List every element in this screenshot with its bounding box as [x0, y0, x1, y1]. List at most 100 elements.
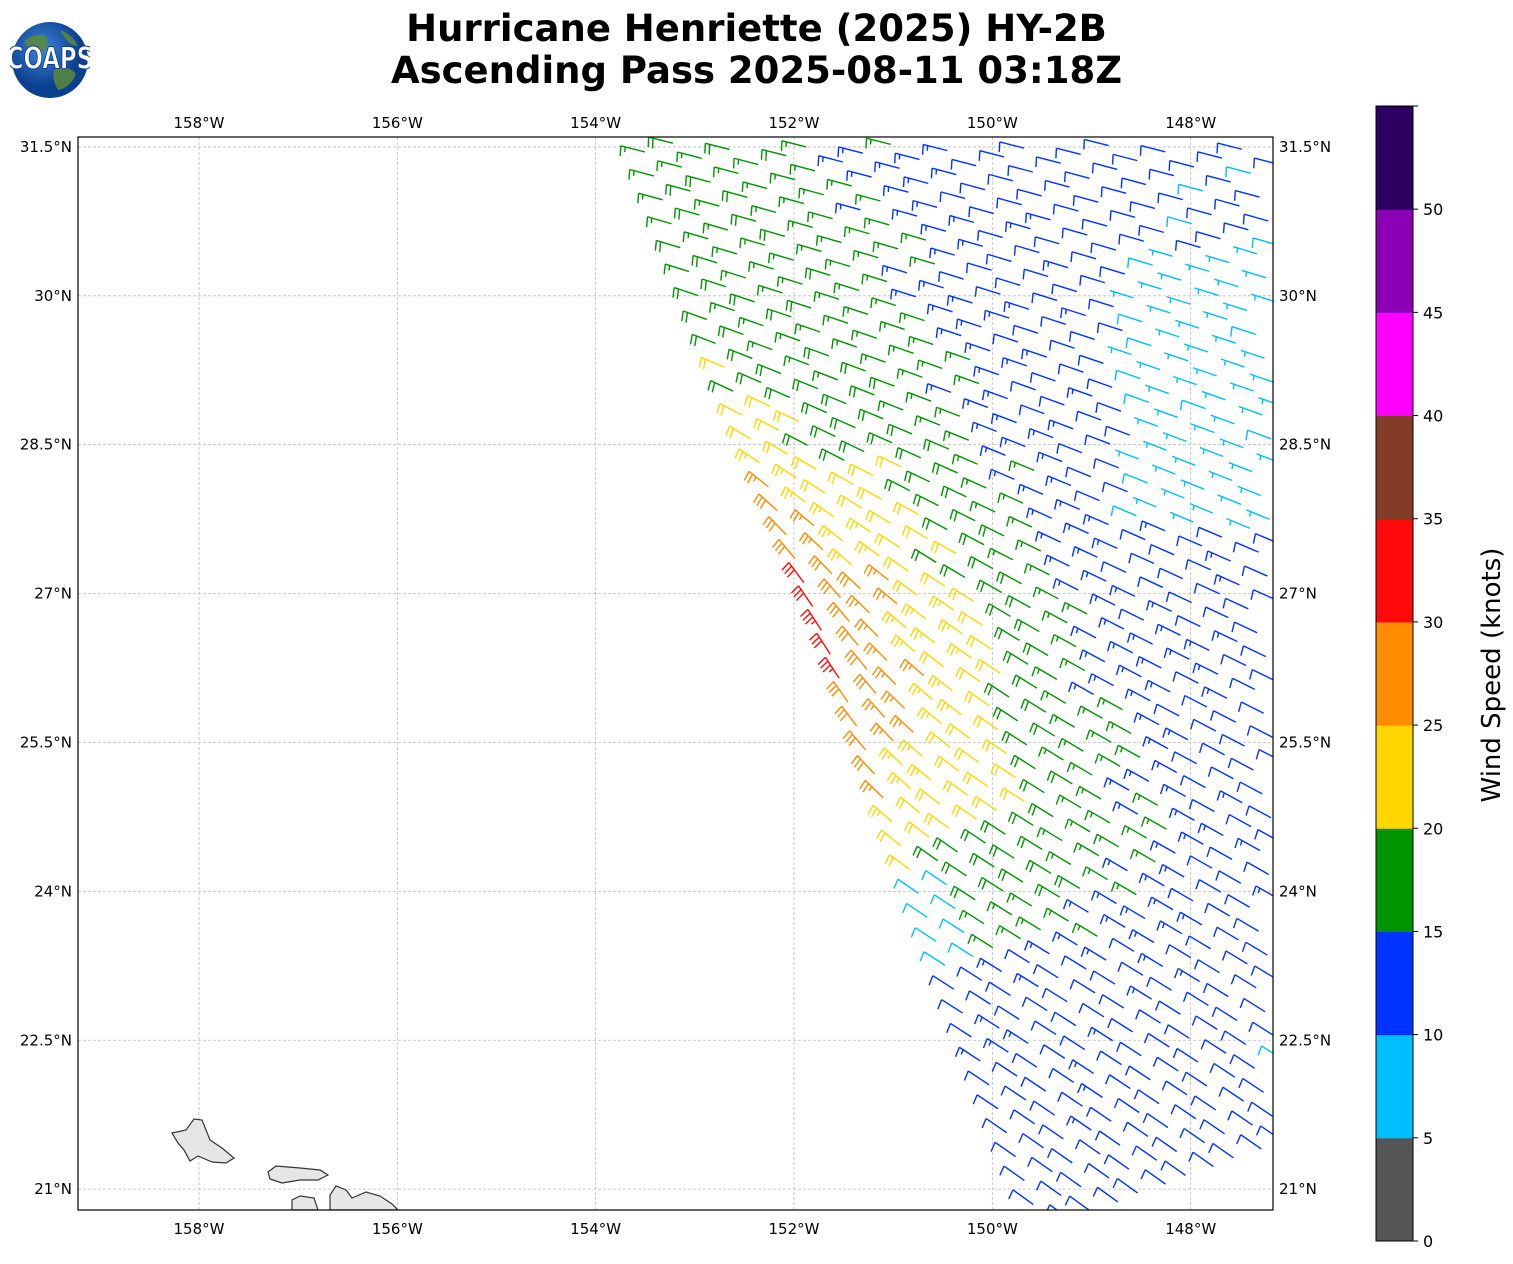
- barb-full-tick: [637, 193, 640, 204]
- barb-full-tick: [923, 812, 930, 823]
- wind-barb: [953, 374, 980, 386]
- barb-full-tick: [798, 188, 801, 199]
- barb-full-tick: [1129, 849, 1135, 860]
- wind-barb: [964, 342, 991, 353]
- barb-shaft: [1035, 586, 1059, 600]
- barb-shaft: [778, 538, 796, 560]
- barb-shaft: [1061, 737, 1084, 752]
- wind-barb: [990, 413, 1017, 424]
- wind-barb: [1098, 994, 1125, 1009]
- barb-shaft: [943, 564, 966, 579]
- barb-full-tick: [889, 714, 896, 725]
- wind-barb: [920, 223, 947, 235]
- barb-full-tick: [712, 166, 715, 178]
- barb-shaft: [1074, 546, 1098, 558]
- barb-half-tick: [986, 391, 990, 397]
- barb-full-tick: [1133, 1089, 1139, 1100]
- wind-barb: [776, 275, 803, 287]
- barb-shaft: [1121, 177, 1147, 186]
- wind-barb: [1184, 559, 1211, 571]
- barb-half-tick: [1187, 345, 1190, 351]
- wind-barb: [909, 256, 936, 267]
- barb-shaft: [1207, 902, 1231, 917]
- wind-barb: [890, 634, 916, 653]
- barb-shaft: [1208, 470, 1233, 482]
- wind-barb: [1027, 802, 1054, 818]
- barb-full-tick: [929, 247, 932, 259]
- wind-barb: [1078, 1002, 1105, 1018]
- barb-half-tick: [1142, 955, 1146, 961]
- barb-full-tick: [815, 235, 819, 246]
- wind-barb: [1112, 1177, 1139, 1194]
- barb-half-tick: [910, 393, 913, 400]
- barb-full-tick: [781, 433, 787, 444]
- barb-shaft: [1077, 410, 1102, 421]
- wind-barb: [932, 837, 958, 853]
- barb-shaft: [748, 340, 773, 351]
- wind-barb: [1099, 913, 1126, 929]
- wind-barb: [893, 878, 919, 895]
- barb-shaft: [1055, 931, 1078, 946]
- wind-barb: [1071, 922, 1098, 937]
- wind-barb: [1033, 236, 1060, 247]
- wind-barb: [1087, 1026, 1114, 1042]
- wind-barb: [730, 213, 757, 226]
- barb-full-tick: [930, 540, 936, 552]
- barb-full-tick: [997, 492, 1001, 503]
- wind-barb: [1142, 440, 1167, 451]
- barb-shaft: [905, 603, 927, 620]
- wind-barb: [1101, 481, 1128, 493]
- wind-barb: [1211, 334, 1237, 344]
- barb-half-tick: [883, 322, 886, 329]
- barb-shaft: [1013, 1109, 1036, 1125]
- barb-half-tick: [1064, 660, 1068, 666]
- barb-full-tick: [833, 419, 838, 430]
- barb-shaft: [841, 361, 866, 372]
- wind-barb: [1255, 1125, 1273, 1136]
- barb-shaft: [923, 650, 945, 668]
- barb-shaft: [768, 516, 787, 536]
- barb-full-tick: [1257, 1045, 1263, 1056]
- barb-full-tick: [820, 394, 825, 405]
- barb-full-tick: [1194, 231, 1198, 242]
- barb-full-tick: [702, 359, 707, 370]
- barb-full-tick: [957, 611, 963, 622]
- barb-full-tick: [1204, 550, 1209, 562]
- lat-tick-label-left: 21°N: [34, 1180, 72, 1198]
- barb-full-tick: [1043, 554, 1048, 566]
- wind-barb: [921, 517, 948, 531]
- barb-shaft: [1210, 414, 1235, 425]
- barb-shaft: [862, 273, 888, 283]
- colorbar-tick-label: 40: [1423, 407, 1443, 426]
- barb-full-tick: [881, 750, 889, 760]
- barb-half-tick: [974, 503, 978, 509]
- barb-full-tick: [1128, 553, 1132, 564]
- wind-barb: [708, 301, 735, 313]
- barb-shaft: [988, 981, 1011, 997]
- barb-full-tick: [1103, 1154, 1110, 1165]
- barb-full-tick: [981, 739, 987, 750]
- barb-full-tick: [757, 420, 762, 431]
- barb-full-tick: [972, 855, 978, 866]
- barb-shaft: [1213, 710, 1237, 723]
- wind-barb: [809, 425, 836, 438]
- barb-full-tick: [842, 442, 847, 453]
- wind-barb: [790, 585, 814, 607]
- barb-shaft: [739, 316, 764, 327]
- barb-shaft: [1116, 1177, 1139, 1194]
- barb-full-tick: [1027, 1156, 1033, 1167]
- wind-barb: [1110, 881, 1137, 896]
- barb-shaft: [1174, 751, 1198, 765]
- barb-full-tick: [732, 158, 735, 169]
- wind-barb: [1172, 375, 1198, 386]
- wind-barb: [981, 739, 1008, 755]
- barb-full-tick: [1210, 710, 1215, 721]
- wind-barb: [704, 142, 730, 155]
- wind-barb: [1128, 552, 1155, 565]
- barb-half-tick: [1220, 496, 1223, 502]
- barb-shaft: [1175, 671, 1199, 684]
- barb-full-tick: [1030, 1020, 1036, 1031]
- barb-shaft: [1100, 696, 1123, 711]
- barb-half-tick: [870, 704, 875, 710]
- wind-barb: [1242, 213, 1269, 225]
